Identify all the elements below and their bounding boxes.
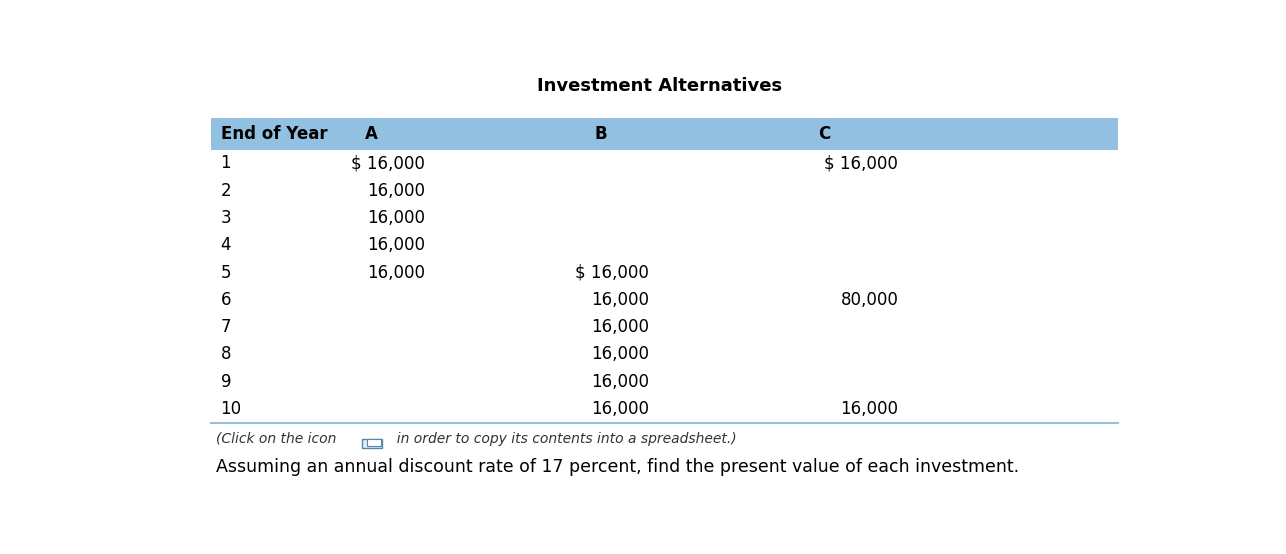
Text: Investment Alternatives: Investment Alternatives <box>536 76 782 95</box>
Text: $ 16,000: $ 16,000 <box>351 155 424 172</box>
Text: 16,000: 16,000 <box>367 236 424 254</box>
Bar <box>211 117 1118 150</box>
Text: (Click on the icon: (Click on the icon <box>216 432 336 446</box>
Text: 16,000: 16,000 <box>840 400 898 418</box>
Text: 4: 4 <box>221 236 231 254</box>
Text: C: C <box>819 125 831 143</box>
Text: 16,000: 16,000 <box>592 346 649 363</box>
Text: End of Year: End of Year <box>221 125 327 143</box>
Text: B: B <box>594 125 607 143</box>
Text: 8: 8 <box>221 346 231 363</box>
Text: $ 16,000: $ 16,000 <box>824 155 898 172</box>
Text: 16,000: 16,000 <box>367 182 424 199</box>
Text: 7: 7 <box>221 318 231 336</box>
Text: 3: 3 <box>221 209 231 227</box>
Bar <box>363 439 382 448</box>
Text: 16,000: 16,000 <box>592 291 649 309</box>
Text: 6: 6 <box>221 291 231 309</box>
Text: 16,000: 16,000 <box>367 209 424 227</box>
Text: A: A <box>365 125 378 143</box>
Text: 1: 1 <box>221 155 231 172</box>
Text: 2: 2 <box>221 182 231 199</box>
Bar <box>367 439 381 446</box>
Text: 16,000: 16,000 <box>592 400 649 418</box>
Text: 80,000: 80,000 <box>840 291 898 309</box>
Text: 5: 5 <box>221 264 231 281</box>
Text: 16,000: 16,000 <box>367 264 424 281</box>
Text: 16,000: 16,000 <box>592 318 649 336</box>
Text: 16,000: 16,000 <box>592 373 649 391</box>
Text: 10: 10 <box>221 400 242 418</box>
Text: $ 16,000: $ 16,000 <box>575 264 649 281</box>
Text: in order to copy its contents into a spreadsheet.): in order to copy its contents into a spr… <box>388 432 737 446</box>
Text: Assuming an annual discount rate of 17 percent, find the present value of each i: Assuming an annual discount rate of 17 p… <box>216 459 1019 476</box>
Text: 9: 9 <box>221 373 231 391</box>
